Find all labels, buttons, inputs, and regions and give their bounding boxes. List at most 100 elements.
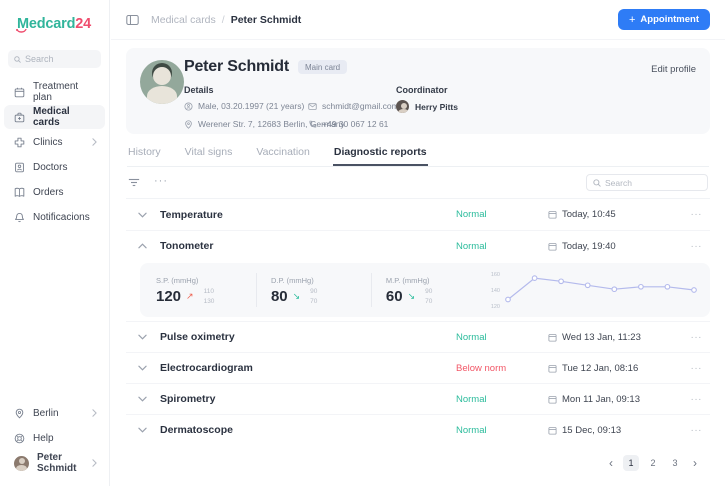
row-menu-button[interactable]: ··· — [690, 331, 702, 343]
sidebar-item-medical-cards[interactable]: Medical cards — [4, 105, 105, 129]
sidebar-item-user[interactable]: Peter Schmidt — [4, 451, 105, 475]
report-status: Normal — [456, 424, 487, 436]
sidebar-item-orders[interactable]: Orders — [4, 180, 105, 204]
page-2-button[interactable]: 2 — [650, 458, 656, 468]
sidebar-item-doctors[interactable]: Doctors — [4, 155, 105, 179]
row-menu-button[interactable]: ··· — [690, 240, 702, 252]
coordinator-avatar — [396, 100, 409, 113]
report-row-chevron[interactable] — [138, 334, 160, 340]
prev-page-icon[interactable]: ‹ — [609, 456, 613, 470]
list-search-input[interactable] — [605, 177, 695, 188]
report-name: Temperature — [160, 208, 223, 221]
report-row-temperature[interactable]: Temperature Normal Today, 10:45 ··· — [126, 199, 710, 230]
report-status: Normal — [456, 209, 487, 220]
search-icon — [593, 178, 601, 187]
report-name: Electrocardiogram — [160, 362, 253, 374]
report-row-chevron[interactable] — [138, 365, 160, 371]
tab-vaccination[interactable]: Vaccination — [256, 146, 310, 158]
plus-icon: + — [628, 13, 636, 26]
breadcrumb-medical-cards[interactable]: Medical cards — [151, 13, 216, 26]
tonometer-chart-wrap: 160 140 120 — [486, 264, 706, 316]
main-area: Medical cards / Peter Schmidt + Appointm… — [111, 0, 725, 486]
range-low: 70 — [425, 297, 433, 305]
sidebar-item-label: Orders — [33, 186, 64, 198]
report-name: Tonometer — [160, 240, 214, 252]
patient-avatar — [140, 60, 184, 104]
patient-phone: +49 30 067 12 61 — [308, 119, 388, 129]
report-row-electrocardiogram[interactable]: Electrocardiogram Below norm Tue 12 Jan,… — [126, 352, 710, 383]
patient-email: schmidt@gmail.com — [308, 101, 399, 111]
range-low: 70 — [310, 297, 318, 305]
calendar-icon — [548, 333, 557, 342]
appointment-button[interactable]: + Appointment — [617, 9, 710, 30]
row-menu-button[interactable]: ··· — [690, 393, 702, 405]
breadcrumb-patient: Peter Schmidt — [230, 13, 302, 26]
chevron-right-icon — [92, 409, 97, 417]
divider — [371, 273, 372, 307]
sidebar-search-input[interactable] — [25, 54, 95, 64]
report-date: Today, 10:45 — [548, 209, 680, 220]
sidebar-item-help[interactable]: Help — [4, 426, 105, 450]
metric-value: 120 — [156, 287, 182, 305]
email-icon — [308, 102, 317, 111]
tab-vital-signs[interactable]: Vital signs — [184, 146, 233, 158]
sidebar-toggle-icon[interactable] — [126, 14, 139, 26]
svg-text:120: 120 — [491, 304, 500, 310]
report-status: Normal — [456, 331, 487, 343]
patient-card: Peter Schmidt Main card Edit profile Det… — [126, 48, 710, 134]
sidebar-item-label: Clinics — [33, 136, 63, 148]
orders-book-icon — [14, 187, 25, 198]
report-name: Spirometry — [160, 393, 216, 405]
report-row-chevron[interactable] — [138, 396, 160, 402]
report-row-tonometer[interactable]: Tonometer Normal Today, 19:40 ··· — [126, 230, 710, 261]
sidebar-item-notifications[interactable]: Notificacions — [4, 205, 105, 229]
calendar-icon — [548, 426, 557, 435]
row-menu-button[interactable]: ··· — [690, 209, 702, 220]
sidebar-item-clinics[interactable]: Clinics — [4, 130, 105, 154]
report-row-pulse-oximetry[interactable]: Pulse oximetry Normal Wed 13 Jan, 11:23 … — [126, 321, 710, 352]
sidebar-item-label: Help — [33, 432, 54, 444]
row-menu-button[interactable]: ··· — [690, 362, 702, 374]
list-search[interactable] — [586, 174, 708, 191]
range-high: 110 — [203, 287, 214, 295]
report-row-chevron[interactable] — [138, 243, 160, 249]
report-date: Wed 13 Jan, 11:23 — [548, 332, 680, 343]
svg-text:140: 140 — [491, 288, 500, 294]
gender-icon — [184, 101, 193, 111]
pagination: ‹ 1 2 3 › — [111, 455, 701, 471]
report-date: 15 Dec, 09:13 — [548, 425, 680, 436]
sidebar-item-treatment-plan[interactable]: Treatment plan — [4, 80, 105, 104]
page-1-button[interactable]: 1 — [623, 455, 639, 471]
stethoscope-icon — [16, 29, 27, 33]
patient-gender-dob: Male, 03.20.1997 (21 years) — [184, 101, 304, 111]
list-toolbar: ··· — [126, 167, 710, 199]
report-row-chevron[interactable] — [138, 212, 160, 218]
chevron-right-icon — [92, 138, 97, 146]
metric-trend-icon: ↗ — [186, 290, 194, 301]
metric-trend-icon: ↘ — [292, 290, 301, 301]
more-options-icon[interactable]: ··· — [154, 175, 168, 187]
page-3-button[interactable]: 3 — [672, 458, 678, 468]
report-row-spirometry[interactable]: Spirometry Normal Mon 11 Jan, 09:13 ··· — [126, 383, 710, 414]
logo-letter-m: M — [17, 16, 29, 32]
filter-icon[interactable] — [128, 178, 140, 187]
edit-profile-link[interactable]: Edit profile — [651, 64, 696, 75]
sidebar-item-label: Doctors — [33, 161, 68, 173]
top-bar: Medical cards / Peter Schmidt + Appointm… — [111, 0, 725, 40]
row-menu-button[interactable]: ··· — [690, 424, 702, 436]
tab-history[interactable]: History — [128, 146, 161, 158]
report-date: Today, 19:40 — [548, 241, 680, 252]
report-row-dermatoscope[interactable]: Dermatoscope Normal 15 Dec, 09:13 ··· — [126, 414, 710, 445]
sidebar-search[interactable] — [8, 50, 101, 68]
report-status: Normal — [456, 393, 487, 405]
metric-value: 60 — [385, 287, 403, 305]
location-pin-icon — [14, 408, 25, 419]
report-row-chevron[interactable] — [138, 427, 160, 433]
metric-trend-icon: ↘ — [407, 290, 416, 301]
tab-diagnostic-reports[interactable]: Diagnostic reports — [333, 141, 428, 166]
next-page-icon[interactable]: › — [693, 456, 697, 470]
sidebar-item-label: Medical cards — [33, 106, 70, 128]
sidebar-item-city[interactable]: Berlin — [4, 401, 105, 425]
sidebar-item-label: Treatment plan — [33, 81, 79, 103]
medical-bag-icon — [14, 112, 25, 123]
